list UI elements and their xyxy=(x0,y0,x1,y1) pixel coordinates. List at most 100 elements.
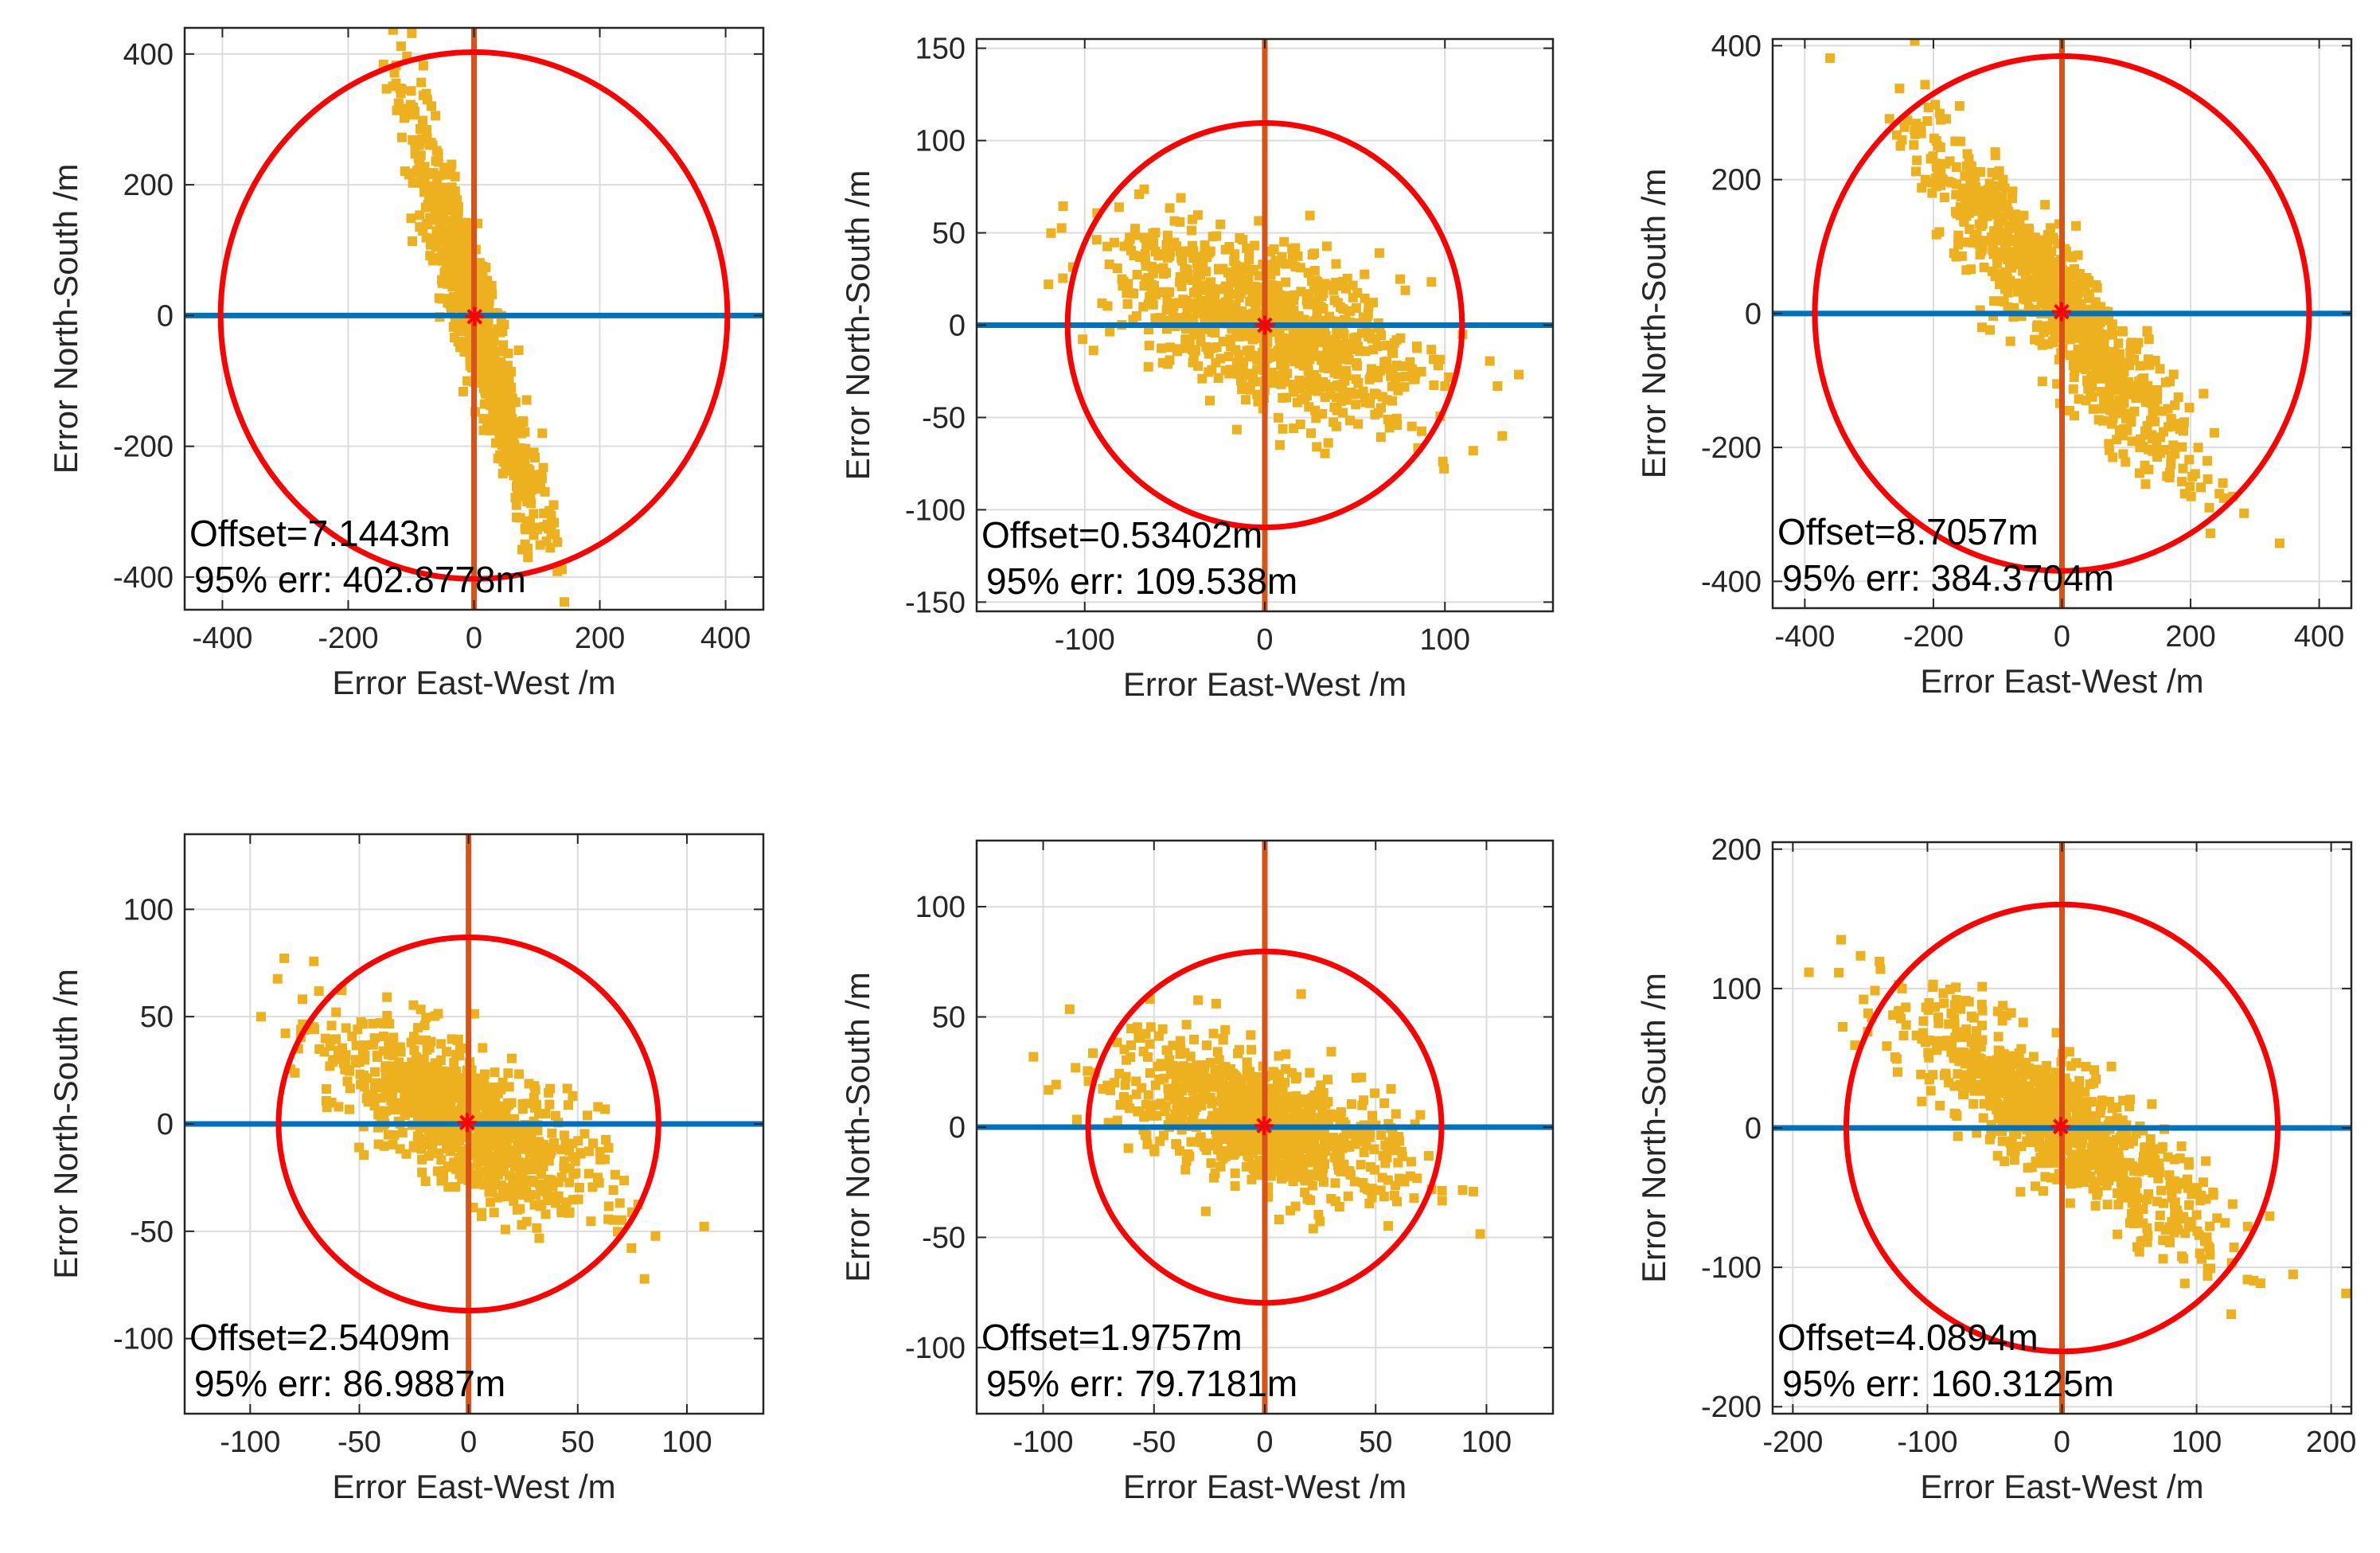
scatter-point xyxy=(1383,1221,1394,1231)
scatter-point xyxy=(546,510,556,521)
scatter-point xyxy=(1313,1209,1324,1219)
scatter-point xyxy=(2048,234,2058,244)
scatter-point xyxy=(369,1067,380,1077)
scatter-point xyxy=(582,1110,592,1121)
scatter-point xyxy=(1964,154,1974,164)
scatter-point xyxy=(492,380,502,391)
scatter-point xyxy=(2028,240,2039,251)
scatter-point xyxy=(1132,270,1142,280)
scatter-point xyxy=(1941,158,1951,169)
scatter-point xyxy=(369,1101,380,1111)
scatter-point xyxy=(488,357,498,367)
scatter-point xyxy=(1218,337,1228,347)
scatter-point xyxy=(1247,1174,1257,1184)
scatter-point xyxy=(2204,502,2214,513)
x-tick-label: 100 xyxy=(1420,623,1470,657)
scatter-point xyxy=(586,1216,596,1227)
error-95-annotation: 95% err: 79.7181m xyxy=(986,1363,1297,1404)
scatter-point xyxy=(482,318,493,328)
scatter-point xyxy=(475,291,486,301)
scatter-point xyxy=(1960,171,1970,181)
scatter-point xyxy=(1204,396,1215,406)
offset-annotation: Offset=2.5409m xyxy=(189,1317,451,1358)
scatter-point xyxy=(511,512,521,522)
scatter-point xyxy=(1150,247,1161,257)
scatter-point xyxy=(1273,1106,1283,1116)
scatter-point xyxy=(1976,221,1986,232)
scatter-point xyxy=(1336,302,1346,313)
scatter-point xyxy=(544,1087,554,1098)
scatter-point xyxy=(391,78,401,88)
scatter-point xyxy=(451,1182,461,1192)
scatter-point xyxy=(1301,295,1312,306)
offset-annotation: Offset=1.9757m xyxy=(981,1317,1243,1358)
scatter-point xyxy=(1235,367,1245,377)
scatter-point xyxy=(1279,371,1289,381)
scatter-point xyxy=(1138,1046,1149,1056)
scatter-point xyxy=(1953,230,1964,240)
scatter-point xyxy=(1305,1098,1316,1109)
scatter-point xyxy=(1215,219,1226,229)
scatter-point xyxy=(2088,404,2098,414)
scatter-point xyxy=(1154,1075,1165,1085)
scatter-point xyxy=(451,1067,461,1077)
scatter-point xyxy=(1334,346,1344,357)
scatter-point xyxy=(500,1182,510,1192)
scatter-point xyxy=(384,1036,394,1047)
scatter-point xyxy=(2114,384,2124,395)
scatter-point xyxy=(1178,1061,1188,1071)
scatter-point xyxy=(1930,100,1941,110)
scatter-point xyxy=(1426,345,1437,355)
scatter-point xyxy=(1342,1140,1352,1150)
scatter-point xyxy=(1313,1170,1323,1180)
scatter-point xyxy=(1348,280,1358,291)
scatter-point xyxy=(1300,1174,1310,1184)
scatter-point xyxy=(1216,1151,1227,1161)
scatter-point xyxy=(1429,380,1439,390)
scatter-point xyxy=(2205,528,2215,538)
scatter-point xyxy=(2121,414,2132,424)
scatter-point xyxy=(1128,314,1138,325)
scatter-point xyxy=(1211,998,1221,1009)
error-circle-95 xyxy=(1064,119,1465,531)
scatter-point xyxy=(322,1084,332,1095)
scatter-point xyxy=(2067,252,2078,263)
scatter-point xyxy=(408,1141,419,1151)
scatter-point xyxy=(440,170,451,180)
scatter-point xyxy=(2146,398,2156,408)
scatter-point xyxy=(1192,258,1202,268)
scatter-point xyxy=(1395,333,1406,343)
scatter-point xyxy=(1218,1035,1228,1045)
scatter-point xyxy=(1312,442,1322,452)
scatter-point xyxy=(567,1138,577,1149)
scatter-point xyxy=(1423,1151,1434,1161)
error-circle-95 xyxy=(1812,53,2312,574)
scatter-point xyxy=(1278,1129,1289,1139)
scatter-point xyxy=(314,985,324,996)
center-marker xyxy=(1254,1116,1274,1136)
center-marker-stroke xyxy=(466,308,483,325)
scatter-point xyxy=(1300,1141,1310,1152)
scatter-point xyxy=(1308,1223,1318,1234)
scatter-point xyxy=(1444,372,1454,382)
scatter-point xyxy=(405,1108,416,1118)
scatter-point xyxy=(2045,223,2055,233)
scatter-point xyxy=(478,1043,488,1053)
scatter-point xyxy=(502,361,513,371)
scatter-point xyxy=(1208,1140,1219,1150)
scatter-point xyxy=(408,1000,419,1010)
scatter-point xyxy=(418,90,428,100)
scatter-point xyxy=(2156,432,2166,443)
y-tick-label: 0 xyxy=(949,1111,966,1145)
scatter-point xyxy=(1289,387,1299,397)
scatter-point xyxy=(1345,416,1356,426)
scatter-point xyxy=(1165,203,1175,213)
scatter-point xyxy=(498,457,509,467)
scatter-point xyxy=(1379,1098,1390,1108)
scatter-point xyxy=(1514,369,1524,380)
scatter-point xyxy=(1954,101,1964,111)
scatter-point xyxy=(1317,351,1327,361)
scatter-point xyxy=(583,1169,594,1179)
scatter-point xyxy=(1269,244,1279,254)
scatter-point xyxy=(521,395,532,405)
